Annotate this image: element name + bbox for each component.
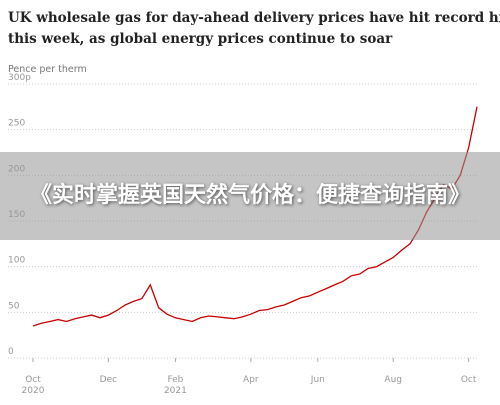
chart-title: UK wholesale gas for day-ahead delivery … bbox=[8, 10, 500, 47]
x-tick-label: Apr bbox=[243, 375, 259, 385]
y-tick-label: 250 bbox=[8, 119, 25, 129]
banner: 《实时掌握英国天然气价格：便捷查询指南》 bbox=[0, 152, 500, 240]
y-axis-label: Pence per therm bbox=[8, 64, 87, 75]
x-tick-label: Feb 2021 bbox=[164, 375, 187, 396]
x-tick-label: Oct 2020 bbox=[22, 375, 45, 396]
x-tick-label: Aug bbox=[384, 375, 402, 385]
y-tick-label: 100 bbox=[8, 256, 25, 266]
x-tick-label: Oct bbox=[461, 375, 477, 385]
banner-text: 《实时掌握英国天然气价格：便捷查询指南》 bbox=[30, 183, 471, 208]
series-line bbox=[32, 106, 478, 327]
y-tick-label: 300p bbox=[8, 73, 31, 83]
y-tick-label: 0 bbox=[8, 347, 14, 357]
x-tick-label: Dec bbox=[100, 375, 117, 385]
x-tick-label: Jun bbox=[310, 375, 325, 385]
y-tick-label: 50 bbox=[8, 301, 20, 311]
